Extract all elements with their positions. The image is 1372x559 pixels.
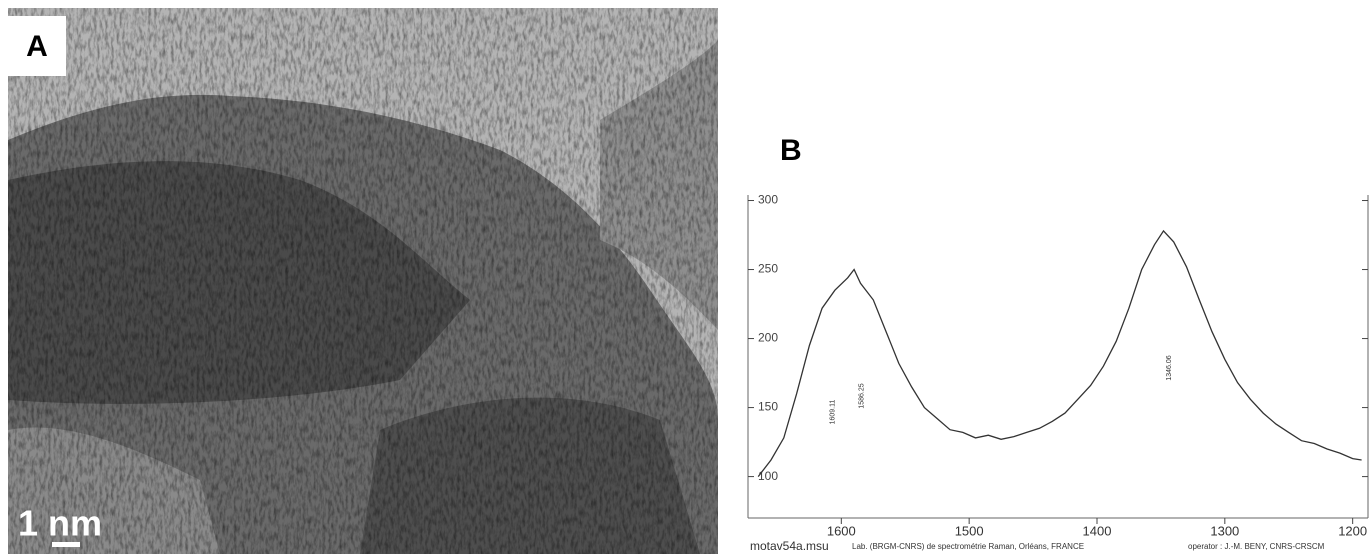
panel-label: A bbox=[26, 30, 48, 63]
y-tick-label: 300 bbox=[758, 193, 778, 207]
footer-note: Lab. (BRGM-CNRS) de spectrométrie Raman,… bbox=[852, 542, 1084, 551]
panel-label-box bbox=[8, 16, 66, 76]
x-tick-label: 1300 bbox=[1210, 523, 1239, 538]
panel-label: B bbox=[780, 134, 802, 167]
tem-image bbox=[8, 8, 718, 554]
scale-bar-label: 1 nm bbox=[18, 503, 102, 544]
peak-label: 1586.25 bbox=[859, 383, 866, 408]
x-tick-label: 1500 bbox=[955, 523, 984, 538]
x-tick-label: 1600 bbox=[827, 523, 856, 538]
footer-note: operator : J.-M. BENY, CNRS-CRSCM bbox=[1188, 542, 1325, 551]
y-tick-label: 200 bbox=[758, 331, 778, 345]
footer-note: motav54a.msu bbox=[750, 539, 829, 553]
y-tick-label: 100 bbox=[758, 469, 778, 483]
x-tick-label: 1400 bbox=[1083, 523, 1112, 538]
y-tick-label: 150 bbox=[758, 400, 778, 414]
y-tick-label: 250 bbox=[758, 262, 778, 276]
peak-label: 1346.06 bbox=[1166, 355, 1173, 380]
peak-label: 1609.11 bbox=[830, 400, 837, 425]
spectrum-line bbox=[757, 229, 1362, 477]
scale-bar bbox=[52, 542, 80, 547]
x-tick-label: 1200 bbox=[1338, 523, 1367, 538]
